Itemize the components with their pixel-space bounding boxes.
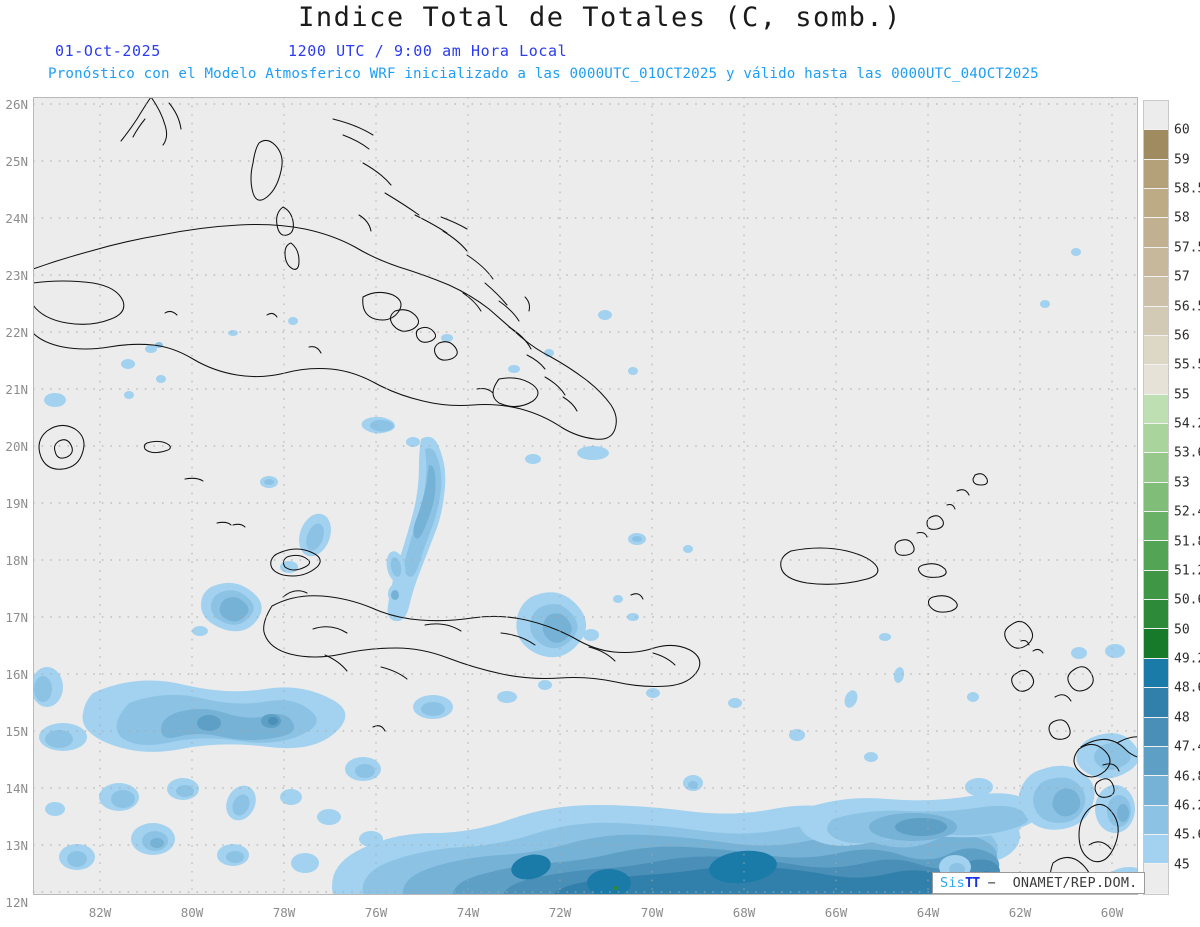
y-tick-13N: 13N xyxy=(5,838,28,853)
forecast-time: 1200 UTC / 9:00 am Hora Local xyxy=(288,42,568,60)
colorbar-tick-52.4: 52.4 xyxy=(1174,504,1200,520)
x-tick-66W: 66W xyxy=(824,905,848,920)
x-tick-82W: 82W xyxy=(88,905,112,920)
colorbar-tick-56.5: 56.5 xyxy=(1174,299,1200,315)
brand-suffix: TT xyxy=(964,875,980,891)
subtitle-row: 01-Oct-2025 1200 UTC / 9:00 am Hora Loca… xyxy=(0,42,1200,62)
x-tick-80W: 80W xyxy=(180,905,204,920)
y-tick-24N: 24N xyxy=(5,211,28,226)
y-tick-25N: 25N xyxy=(5,154,28,169)
colorbar-tick-54.2: 54.2 xyxy=(1174,416,1200,432)
colorbar-tick-49.2: 49.2 xyxy=(1174,651,1200,667)
y-tick-12N: 12N xyxy=(5,895,28,910)
colorbar-tick-60: 60 xyxy=(1174,122,1190,138)
y-tick-19N: 19N xyxy=(5,496,28,511)
colorbar-segment xyxy=(1144,864,1168,894)
colorbar-segment xyxy=(1144,335,1168,366)
map-canvas: .c45{fill:#a2d2ef}.c456{fill:#8cc3e5}.c4… xyxy=(33,97,1138,895)
colorbar-segment xyxy=(1144,130,1168,160)
y-tick-17N: 17N xyxy=(5,610,28,625)
page-title: Indice Total de Totales (C, somb.) xyxy=(298,2,902,33)
colorbar-segment xyxy=(1144,570,1168,601)
x-tick-76W: 76W xyxy=(364,905,388,920)
colorbar-tick-46.8: 46.8 xyxy=(1174,769,1200,785)
agency-name: ONAMET/REP.DOM. xyxy=(1012,875,1138,891)
y-tick-15N: 15N xyxy=(5,724,28,739)
colorbar-tick-48.6: 48.6 xyxy=(1174,680,1200,696)
colorbar-segment xyxy=(1144,101,1168,131)
y-tick-14N: 14N xyxy=(5,781,28,796)
colorbar-segment xyxy=(1144,629,1168,659)
map-plot-area[interactable]: .c45{fill:#a2d2ef}.c456{fill:#8cc3e5}.c4… xyxy=(33,97,1138,895)
colorbar[interactable] xyxy=(1143,100,1169,895)
colorbar-tick-57: 57 xyxy=(1174,269,1190,285)
colorbar-tick-55: 55 xyxy=(1174,387,1190,403)
colorbar-segment xyxy=(1144,189,1168,219)
x-tick-62W: 62W xyxy=(1008,905,1032,920)
y-tick-23N: 23N xyxy=(5,268,28,283)
colorbar-segment xyxy=(1144,247,1168,278)
colorbar-segment xyxy=(1144,365,1168,395)
colorbar-tick-45: 45 xyxy=(1174,857,1190,873)
colorbar-tick-58: 58 xyxy=(1174,210,1190,226)
x-tick-74W: 74W xyxy=(456,905,480,920)
y-tick-20N: 20N xyxy=(5,439,28,454)
colorbar-segment xyxy=(1144,600,1168,630)
colorbar-segment xyxy=(1144,306,1168,336)
y-tick-26N: 26N xyxy=(5,97,28,112)
colorbar-segment xyxy=(1144,394,1168,424)
x-tick-70W: 70W xyxy=(640,905,664,920)
colorbar-segment xyxy=(1144,541,1168,571)
colorbar-tick-50.6: 50.6 xyxy=(1174,592,1200,608)
colorbar-tick-56: 56 xyxy=(1174,328,1190,344)
attribution-box: SisTT − ONAMET/REP.DOM. xyxy=(932,872,1146,894)
x-tick-64W: 64W xyxy=(916,905,940,920)
colorbar-segment xyxy=(1144,717,1168,747)
colorbar-tick-50: 50 xyxy=(1174,622,1190,638)
y-tick-16N: 16N xyxy=(5,667,28,682)
colorbar-segment xyxy=(1144,512,1168,542)
colorbar-segment xyxy=(1144,746,1168,777)
colorbar-tick-55.5: 55.5 xyxy=(1174,357,1200,373)
colorbar-segment xyxy=(1144,453,1168,483)
colorbar-tick-51.2: 51.2 xyxy=(1174,563,1200,579)
colorbar-tick-53.6: 53.6 xyxy=(1174,445,1200,461)
forecast-note: Pronóstico con el Modelo Atmosferico WRF… xyxy=(48,66,1039,82)
colorbar-tick-59: 59 xyxy=(1174,152,1190,168)
y-tick-18N: 18N xyxy=(5,553,28,568)
colorbar-segment xyxy=(1144,423,1168,454)
map-background xyxy=(33,97,1138,895)
y-tick-21N: 21N xyxy=(5,382,28,397)
colorbar-segment xyxy=(1144,688,1168,718)
x-tick-78W: 78W xyxy=(272,905,296,920)
colorbar-segment xyxy=(1144,159,1168,190)
colorbar-tick-51.8: 51.8 xyxy=(1174,534,1200,550)
colorbar-segment xyxy=(1144,482,1168,513)
colorbar-segment xyxy=(1144,776,1168,806)
x-tick-72W: 72W xyxy=(548,905,572,920)
colorbar-tick-47.4: 47.4 xyxy=(1174,739,1200,755)
colorbar-tick-57.5: 57.5 xyxy=(1174,240,1200,256)
y-tick-22N: 22N xyxy=(5,325,28,340)
coastline-layer xyxy=(33,97,1138,895)
x-tick-60W: 60W xyxy=(1100,905,1124,920)
colorbar-segment xyxy=(1144,658,1168,689)
attribution-separator: − xyxy=(979,875,1013,891)
colorbar-tick-48: 48 xyxy=(1174,710,1190,726)
colorbar-segment xyxy=(1144,277,1168,307)
colorbar-segment xyxy=(1144,218,1168,248)
colorbar-tick-45.6: 45.6 xyxy=(1174,827,1200,843)
x-tick-68W: 68W xyxy=(732,905,756,920)
forecast-date: 01-Oct-2025 xyxy=(55,42,161,60)
colorbar-tick-58.5: 58.5 xyxy=(1174,181,1200,197)
colorbar-tick-53: 53 xyxy=(1174,475,1190,491)
colorbar-segment xyxy=(1144,805,1168,835)
brand-prefix: Sis xyxy=(940,875,965,891)
colorbar-segment xyxy=(1144,834,1168,865)
colorbar-tick-46.2: 46.2 xyxy=(1174,798,1200,814)
